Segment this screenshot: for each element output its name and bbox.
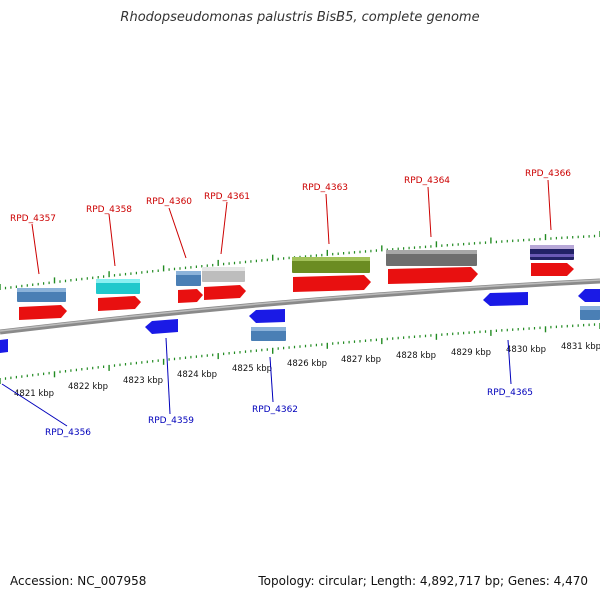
- feature-rpd-4361-shine: [202, 267, 245, 271]
- gene-label[interactable]: RPD_4357: [10, 214, 56, 224]
- gene-arrow-rpd-4356[interactable]: [0, 339, 8, 353]
- gene-arrow-rpd-4358[interactable]: [98, 296, 141, 311]
- lower-tick-row: [0, 323, 600, 384]
- gene-label[interactable]: RPD_4360: [146, 197, 192, 207]
- leader-rpd-4366: [547, 179, 552, 231]
- scale-label: 4824 kbp: [177, 370, 217, 380]
- feature-bars: [17, 245, 600, 341]
- gene-label[interactable]: RPD_4361: [204, 192, 250, 202]
- gene-label[interactable]: RPD_4365: [487, 388, 533, 398]
- leader-rpd-4356: [1, 383, 68, 427]
- scale-label: 4825 kbp: [232, 364, 272, 374]
- feature-rpd-4366-shine: [530, 245, 574, 249]
- gene-arrow-rpd-4363[interactable]: [293, 275, 371, 292]
- gene-label[interactable]: RPD_4359: [148, 416, 194, 426]
- feature-rpd-4363-shine: [292, 257, 370, 261]
- gene-arrow-rpd-4366[interactable]: [531, 263, 574, 276]
- genome-backbone-highlight: [0, 279, 600, 332]
- gene-arrow-rpd-4364[interactable]: [388, 267, 478, 284]
- forward-labels: RPD_4357 RPD_4358 RPD_4360 RPD_4361 RPD_…: [10, 169, 571, 224]
- leader-rpd-4362: [269, 356, 274, 403]
- leader-rpd-4360: [168, 207, 187, 259]
- scale-label: 4823 kbp: [123, 376, 163, 386]
- gene-arrow-rpd-4360[interactable]: [178, 289, 203, 303]
- feature-rpd-4362-shine: [251, 327, 286, 331]
- genome-backbone: [0, 278, 600, 335]
- reverse-strand-genes: [0, 289, 600, 353]
- feature-rpd-4366-stripe: [530, 254, 574, 257]
- scale-label: 4826 kbp: [287, 359, 327, 369]
- gene-label[interactable]: RPD_4362: [252, 405, 298, 415]
- leader-rpd-4358: [108, 213, 116, 267]
- accession-text: Accession: NC_007958: [10, 574, 147, 588]
- scale-label: 4822 kbp: [68, 382, 108, 392]
- leader-rpd-4359: [165, 337, 171, 415]
- forward-strand-genes: [19, 263, 574, 320]
- gene-arrow-rpd-4361[interactable]: [204, 285, 246, 300]
- scale-label: 4829 kbp: [451, 348, 491, 358]
- gene-label[interactable]: RPD_4356: [45, 428, 91, 438]
- feature-rpd-4357-shine: [17, 288, 66, 292]
- feature-rpd-4360-shine: [176, 271, 201, 275]
- genome-info-text: Topology: circular; Length: 4,892,717 bp…: [258, 574, 588, 588]
- leader-rpd-4357: [31, 223, 40, 275]
- scale-label: 4830 kbp: [506, 345, 546, 355]
- gene-label[interactable]: RPD_4366: [525, 169, 571, 179]
- feature-rpd-4367-shine: [580, 306, 600, 310]
- scale-label: 4831 kbp: [561, 342, 600, 352]
- scale-labels: 4821 kbp 4822 kbp 4823 kbp 4824 kbp 4825…: [14, 342, 600, 399]
- scale-label: 4827 kbp: [341, 355, 381, 365]
- gene-label[interactable]: RPD_4363: [302, 183, 348, 193]
- feature-rpd-4358-shine: [96, 279, 140, 283]
- gene-arrow-rpd-4357[interactable]: [19, 305, 67, 320]
- gene-label[interactable]: RPD_4364: [404, 176, 450, 186]
- scale-label: 4821 kbp: [14, 389, 54, 399]
- leader-rpd-4361: [220, 201, 228, 255]
- gene-arrow-rpd-4359[interactable]: [145, 319, 178, 334]
- gene-arrow-rpd-4362[interactable]: [249, 309, 285, 323]
- forward-leaders: [31, 179, 552, 275]
- gene-arrow-rpd-4365[interactable]: [483, 292, 528, 306]
- gene-label[interactable]: RPD_4358: [86, 205, 132, 215]
- feature-rpd-4364-shine: [386, 250, 477, 254]
- reverse-labels: RPD_4356 RPD_4359 RPD_4362 RPD_4365: [45, 388, 533, 438]
- genome-title: Rhodopseudomonas palustris BisB5, comple…: [120, 10, 480, 25]
- gene-arrow-rpd-4367[interactable]: [578, 289, 600, 302]
- leader-rpd-4365: [507, 339, 512, 385]
- leader-rpd-4363: [325, 193, 330, 245]
- reverse-leaders: [1, 337, 512, 427]
- scale-label: 4828 kbp: [396, 351, 436, 361]
- leader-rpd-4364: [427, 186, 432, 238]
